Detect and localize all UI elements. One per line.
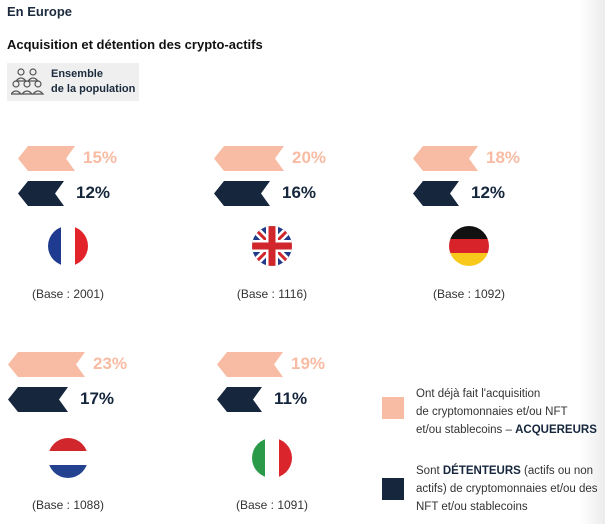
legend-det-pre: Sont [416, 465, 443, 477]
acquereurs-ribbon [8, 352, 85, 377]
right-shade [580, 0, 605, 524]
detenteurs-ribbon [8, 387, 68, 412]
detenteurs-ribbon [214, 181, 270, 206]
detenteurs-value: 12% [76, 183, 111, 202]
legend-det-l2: actifs) de cryptomonnaies et/ou des [416, 483, 598, 495]
uk-flag-icon [252, 226, 292, 266]
legend-acq-l1: Ont déjà fait l'acquisition [416, 388, 541, 400]
legend-swatch-detenteurs [382, 478, 404, 500]
legend-acquereurs: Ont déjà fait l'acquisition de cryptomon… [416, 385, 605, 439]
base-size: (Base : 1092) [432, 287, 506, 301]
badge-line1: Ensemble [51, 68, 103, 80]
legend-acq-l3: et/ou stablecoins – [416, 424, 516, 436]
legend-detenteurs: Sont DÉTENTEURS (actifs ou non actifs) d… [416, 462, 605, 516]
acquereurs-value: 15% [83, 148, 118, 167]
detenteurs-ribbon [18, 181, 64, 206]
detenteurs-value: 11% [274, 389, 308, 408]
acquereurs-ribbon [214, 146, 284, 171]
population-badge: Ensemble de la population [7, 63, 139, 101]
legend-det-post: (actifs ou non [520, 465, 594, 477]
base-size: (Base : 2001) [31, 287, 105, 301]
detenteurs-ribbon [217, 387, 262, 412]
detenteurs-value: 12% [471, 183, 506, 202]
acquereurs-value: 23% [93, 354, 128, 373]
region-heading: En Europe [7, 4, 73, 19]
netherlands-flag-icon [48, 438, 88, 478]
italy-flag-icon [252, 438, 292, 478]
acquereurs-ribbon [413, 146, 478, 171]
france-flag-icon [48, 226, 88, 266]
detenteurs-value: 17% [80, 389, 115, 408]
acquereurs-value: 19% [291, 354, 326, 373]
detenteurs-ribbon [413, 181, 459, 206]
base-size: (Base : 1088) [31, 498, 105, 512]
acquereurs-ribbon [18, 146, 75, 171]
acquereurs-value: 20% [292, 148, 327, 167]
legend-swatch-acquereurs [382, 397, 404, 419]
people-group-icon [11, 68, 45, 95]
badge-line2: de la population [51, 83, 136, 95]
detenteurs-value: 16% [282, 183, 317, 202]
legend-acq-l2: de cryptomonnaies et/ou NFT [416, 406, 568, 418]
legend-det-bold: DÉTENTEURS [442, 465, 521, 477]
legend-acq-bold: ACQUEREURS [515, 424, 597, 436]
base-size: (Base : 1091) [235, 498, 309, 512]
base-size: (Base : 1116) [236, 287, 308, 301]
legend-det-l3: NFT et/ou stablecoins [416, 501, 528, 513]
acquereurs-ribbon [217, 352, 283, 377]
page-title: Acquisition et détention des crypto-acti… [7, 37, 263, 52]
acquereurs-value: 18% [486, 148, 521, 167]
germany-flag-icon [449, 226, 489, 266]
